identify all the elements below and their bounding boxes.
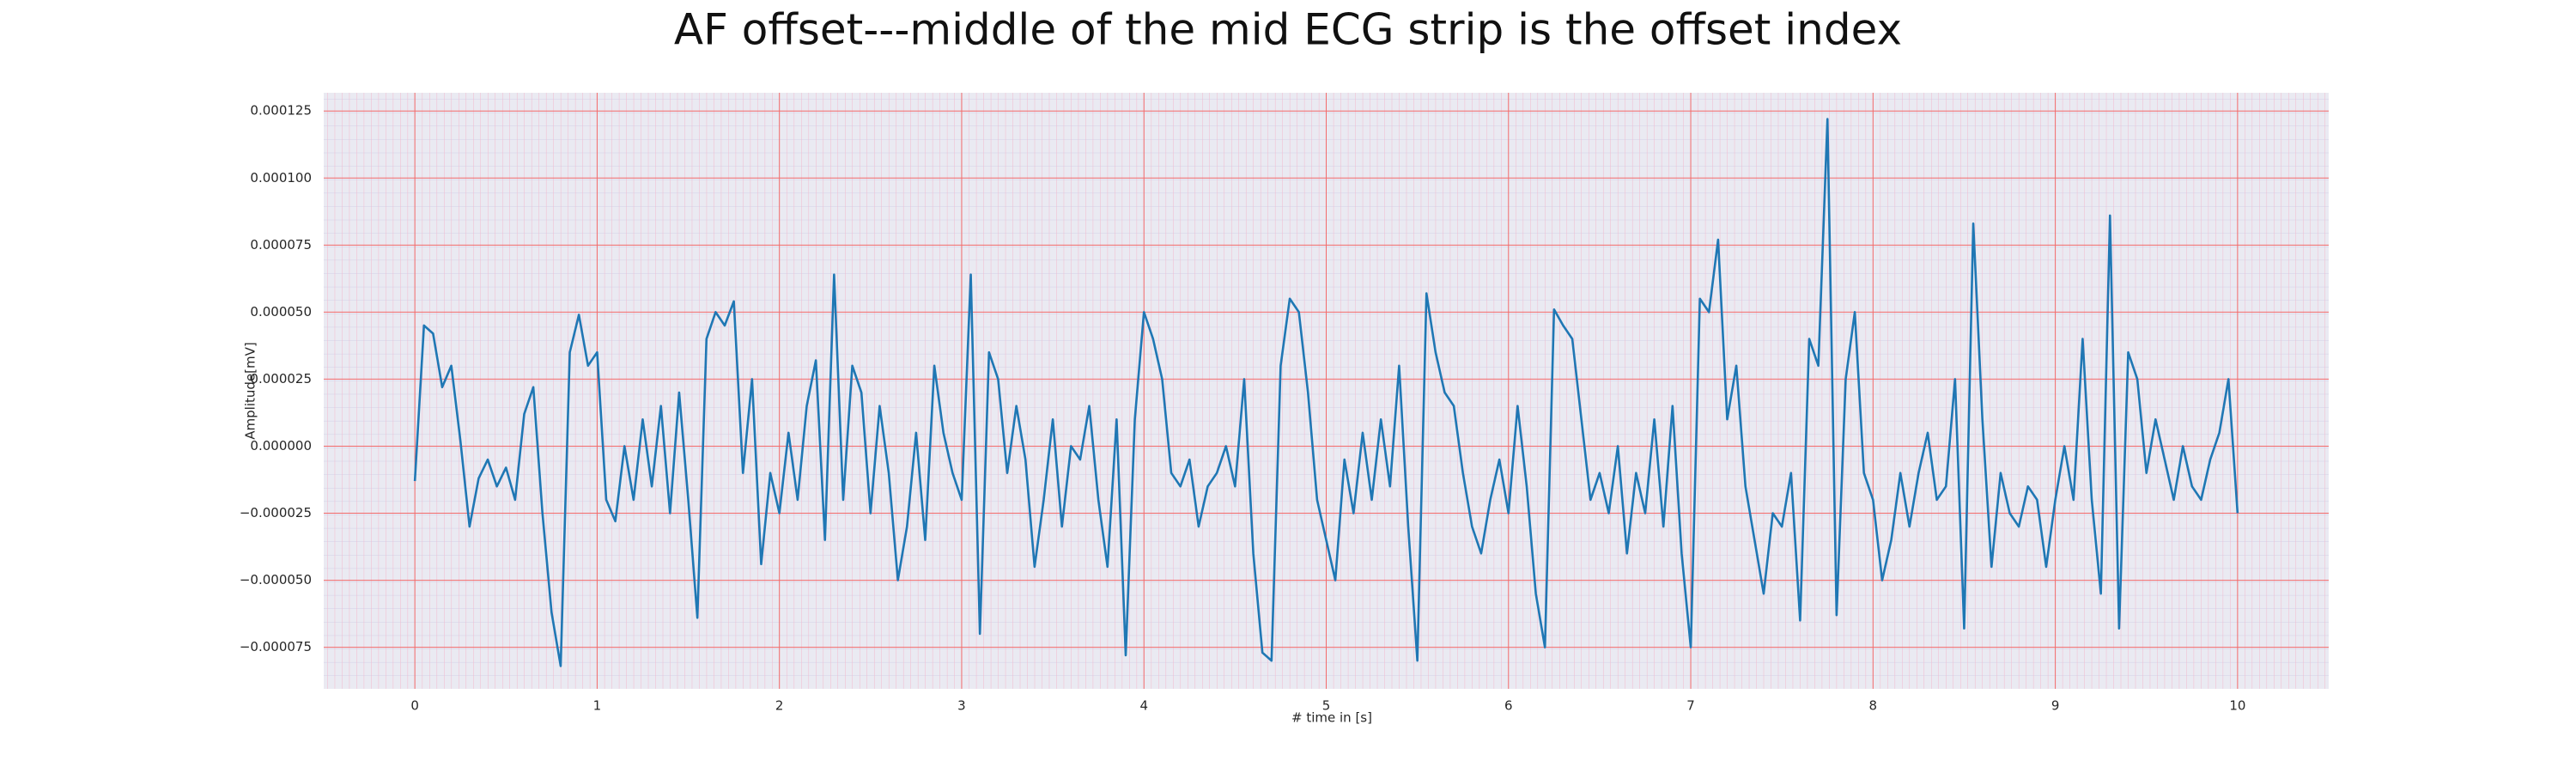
y-tick-label: −0.000050: [240, 572, 312, 587]
y-tick-label: 0.000050: [250, 304, 312, 320]
x-tick-label: 3: [957, 698, 966, 714]
x-tick-label: 1: [593, 698, 602, 714]
x-tick-label: 2: [775, 698, 784, 714]
x-axis-label: # time in [s]: [1291, 710, 1372, 726]
y-axis-label: Amplitude[mV]: [243, 342, 258, 439]
x-tick-label: 10: [2229, 698, 2245, 714]
x-tick-label: 0: [410, 698, 419, 714]
y-tick-label: 0.000075: [250, 237, 312, 253]
x-tick-label: 9: [2051, 698, 2060, 714]
y-tick-label: −0.000025: [240, 505, 312, 520]
y-tick-label: 0.000025: [250, 371, 312, 386]
x-tick-label: 7: [1686, 698, 1695, 714]
y-tick-label: 0.000125: [250, 103, 312, 119]
x-tick-label: 4: [1139, 698, 1148, 714]
x-tick-label: 6: [1504, 698, 1513, 714]
chart-title: AF offset---middle of the mid ECG strip …: [674, 5, 1902, 55]
y-tick-label: −0.000075: [240, 639, 312, 654]
y-tick-label: 0.000000: [250, 438, 312, 453]
y-tick-label: 0.000100: [250, 170, 312, 186]
x-tick-label: 5: [1322, 698, 1331, 714]
plot-layer: 0.000125 0.000100 0.000075 0.000050 0.000025…: [240, 93, 2329, 714]
x-tick-label: 8: [1869, 698, 1878, 714]
data-line: [413, 118, 2239, 667]
